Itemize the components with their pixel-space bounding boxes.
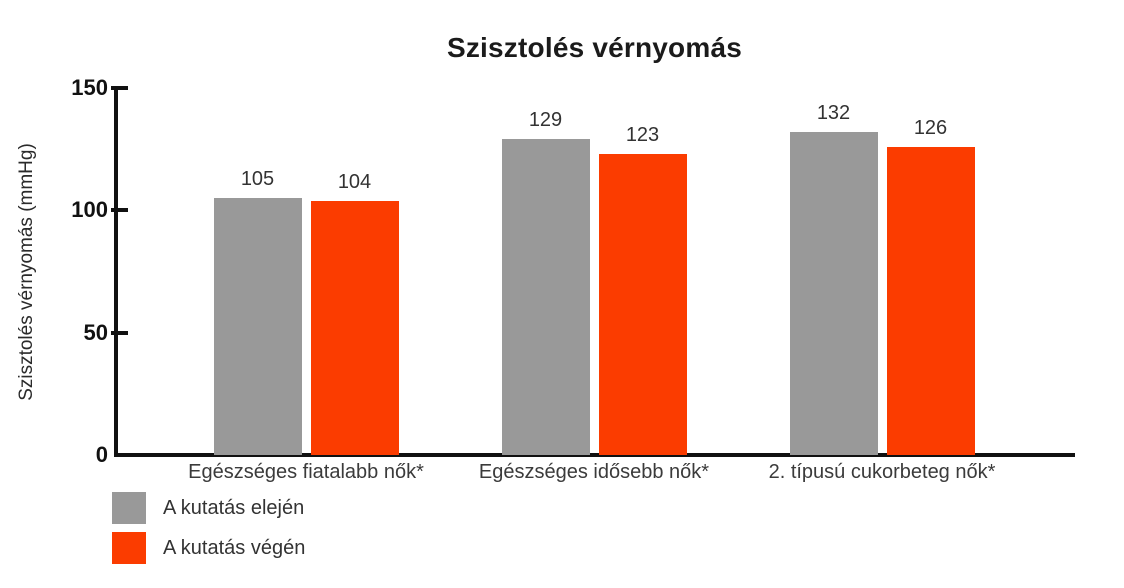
legend-label: A kutatás elején [163,496,305,519]
bar: 105 [213,168,302,455]
bar: 123 [598,124,687,455]
y-tick-mark [111,208,128,213]
bar-value-label: 123 [625,124,660,147]
y-tick-mark [111,86,128,90]
x-category-label: Egészséges idősebb nők* [478,461,710,483]
legend-item: A kutatás elején [112,492,304,524]
chart-title: Szisztolés vérnyomás [446,32,743,63]
y-axis-line [114,86,118,457]
legend-label: A kutatás végén [163,536,306,559]
legend-item: A kutatás végén [112,532,305,564]
bar: 132 [789,102,878,455]
legend-swatch [112,492,146,524]
bar-value-label: 132 [816,102,851,125]
y-tick-label: 150 [71,75,108,100]
legend-swatch [112,532,146,564]
y-axis-label: Szisztolés vérnyomás (mmHg) [16,143,37,401]
x-category-label: 2. típusú cukorbeteg nők* [768,461,996,483]
bar-value-label: 104 [337,170,372,193]
y-tick-label: 100 [71,197,108,223]
x-category-label: Egészséges fiatalabb nők* [188,461,424,483]
bar-value-label: 126 [913,116,948,139]
bar: 104 [310,171,399,455]
bar-value-label: 105 [240,168,275,191]
x-axis-line [114,453,1075,457]
bar: 126 [886,117,975,455]
y-tick-label: 50 [83,319,108,345]
bar-value-label: 129 [528,109,563,132]
y-tick-mark [111,330,128,335]
y-tick-label: 0 [95,442,108,467]
bar: 129 [501,109,590,455]
